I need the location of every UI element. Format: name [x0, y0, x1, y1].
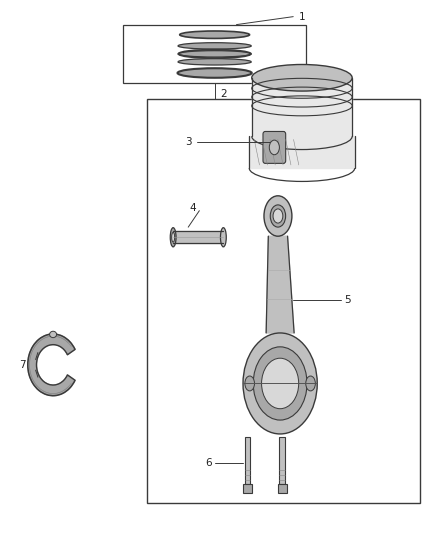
Ellipse shape [252, 64, 352, 91]
Ellipse shape [273, 209, 283, 223]
Bar [279, 437, 285, 484]
Text: 7: 7 [19, 360, 26, 370]
Bar [243, 484, 252, 493]
Text: 1: 1 [299, 12, 305, 22]
Bar [244, 437, 250, 484]
Text: 2: 2 [220, 88, 227, 99]
Text: 3: 3 [185, 136, 192, 147]
Bar [123, 25, 306, 83]
Bar [147, 99, 420, 503]
Ellipse shape [178, 43, 251, 49]
Polygon shape [266, 236, 294, 333]
Ellipse shape [245, 376, 254, 391]
Polygon shape [28, 334, 75, 395]
Ellipse shape [172, 232, 175, 242]
Text: 5: 5 [345, 295, 351, 305]
Ellipse shape [261, 358, 299, 409]
Ellipse shape [179, 50, 251, 58]
Ellipse shape [270, 205, 286, 227]
FancyBboxPatch shape [263, 132, 286, 164]
Ellipse shape [264, 196, 292, 236]
Ellipse shape [178, 51, 251, 57]
Polygon shape [249, 136, 355, 168]
Bar [278, 484, 287, 493]
Ellipse shape [177, 68, 252, 78]
Ellipse shape [253, 347, 307, 420]
Text: 4: 4 [190, 203, 196, 213]
Polygon shape [173, 231, 223, 244]
Ellipse shape [49, 331, 57, 337]
Ellipse shape [180, 31, 250, 38]
Text: 6: 6 [205, 458, 212, 468]
Ellipse shape [170, 228, 176, 247]
Ellipse shape [220, 228, 226, 247]
Ellipse shape [306, 376, 315, 391]
Polygon shape [252, 78, 352, 136]
Ellipse shape [269, 140, 279, 155]
Ellipse shape [178, 59, 251, 65]
Ellipse shape [243, 333, 317, 434]
